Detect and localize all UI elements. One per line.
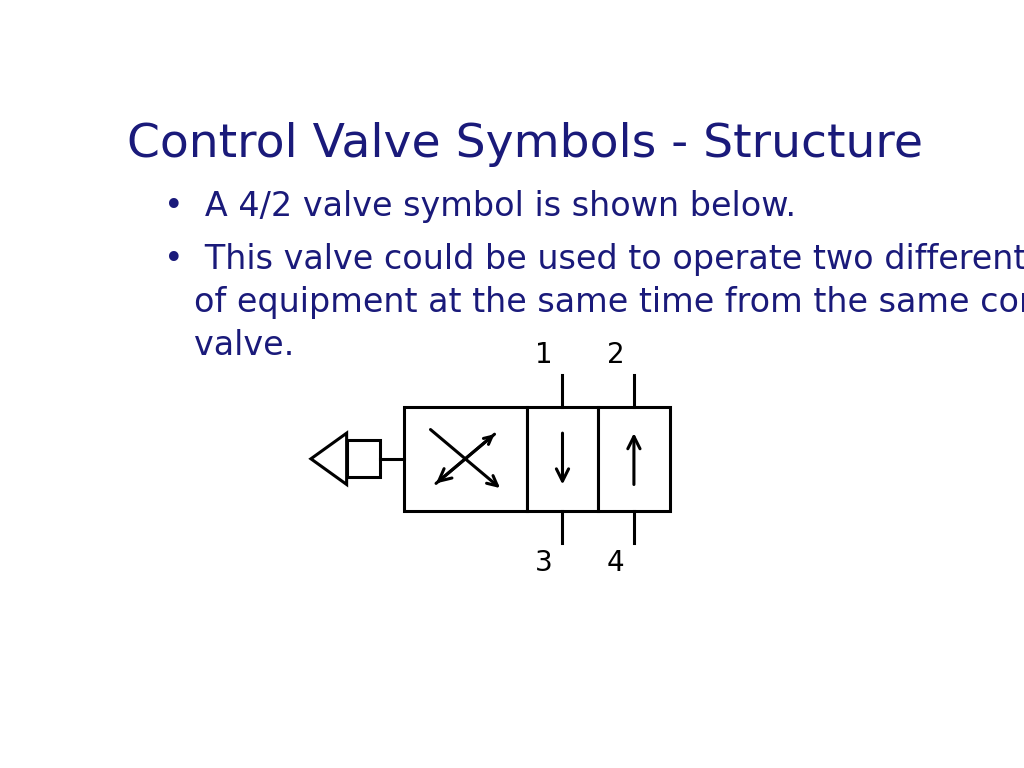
Text: 3: 3 [536, 549, 553, 577]
Bar [598, 407, 670, 511]
Text: 2: 2 [607, 341, 625, 369]
Text: •  A 4/2 valve symbol is shown below.: • A 4/2 valve symbol is shown below. [164, 190, 796, 223]
Polygon shape [311, 433, 347, 485]
Text: 4: 4 [607, 549, 625, 577]
Text: Control Valve Symbols - Structure: Control Valve Symbols - Structure [127, 121, 923, 167]
Bar [403, 407, 526, 511]
Bar [526, 407, 598, 511]
Text: •  This valve could be used to operate two different pieces: • This valve could be used to operate tw… [164, 243, 1024, 276]
Text: valve.: valve. [194, 329, 294, 362]
Bar [347, 441, 380, 477]
Text: 1: 1 [536, 341, 553, 369]
Text: of equipment at the same time from the same control: of equipment at the same time from the s… [194, 286, 1024, 319]
